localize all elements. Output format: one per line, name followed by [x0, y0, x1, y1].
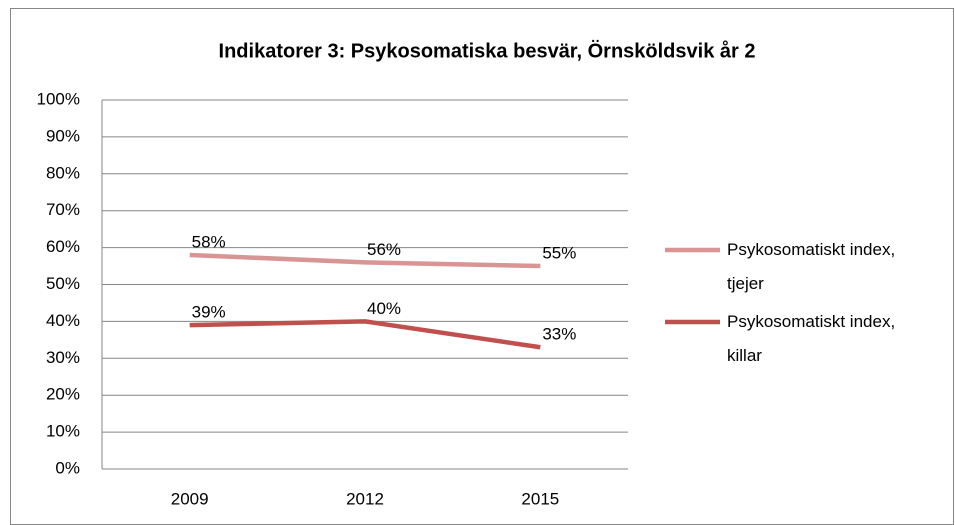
y-tick-label: 60% [46, 237, 80, 256]
y-tick-label: 0% [55, 458, 80, 477]
y-tick-label: 40% [46, 311, 80, 330]
y-tick-label: 100% [37, 89, 80, 108]
y-tick-label: 70% [46, 200, 80, 219]
legend-label: Psykosomatiskt index, killar [727, 312, 896, 365]
series-line [189, 319, 541, 350]
data-label: 33% [542, 325, 576, 344]
series-line [189, 252, 541, 269]
data-label: 55% [542, 244, 576, 263]
y-tick-label: 10% [46, 422, 80, 441]
data-label: 58% [192, 232, 226, 251]
y-tick-label: 50% [46, 274, 80, 293]
y-tick-label: 80% [46, 163, 80, 182]
y-tick-label: 90% [46, 126, 80, 145]
data-label: 40% [367, 299, 401, 318]
y-tick-label: 30% [46, 348, 80, 367]
x-tick-label: 2009 [171, 489, 209, 508]
legend-label: Psykosomatiskt index, tjejer [727, 240, 896, 293]
y-tick-label: 20% [46, 385, 80, 404]
chart-title: Indikatorer 3: Psykosomatiska besvär, Ör… [219, 39, 756, 62]
data-label: 39% [192, 303, 226, 322]
data-label: 56% [367, 240, 401, 259]
x-tick-label: 2015 [521, 489, 559, 508]
x-tick-label: 2012 [346, 489, 384, 508]
